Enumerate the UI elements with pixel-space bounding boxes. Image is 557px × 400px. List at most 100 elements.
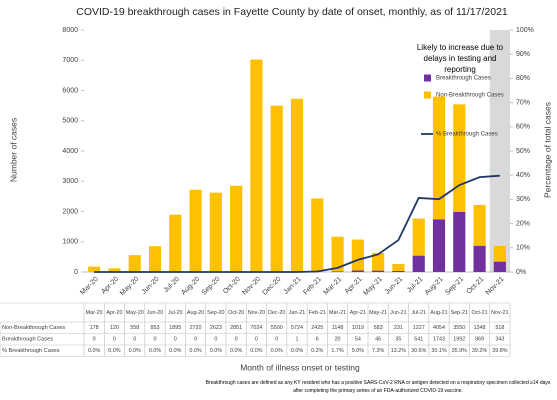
table-header: Jul-20	[168, 310, 183, 316]
table-header: Apr-21	[350, 310, 366, 316]
table-cell: 1992	[453, 337, 465, 343]
table-cell: 178	[90, 325, 99, 331]
table-cell: 0.0%	[230, 348, 242, 354]
table-cell: 5.0%	[352, 348, 364, 354]
y2-tick-label: 100%	[516, 27, 534, 34]
annotation: Likely to increase due to delays in test…	[416, 43, 504, 74]
y2-axis-title: Percentage of total cases	[542, 102, 552, 198]
table-cell: 0.0%	[189, 348, 201, 354]
x-tick-label: Oct-21	[465, 276, 485, 296]
x-tick-label: May-21	[362, 276, 384, 298]
table-header: Feb-21	[309, 310, 326, 316]
table-header: Aug-20	[187, 310, 204, 316]
table-cell: 869	[475, 337, 484, 343]
bar-segment	[453, 104, 466, 212]
table-cell: 30.6%	[411, 348, 426, 354]
x-tick-label: Dec-20	[262, 276, 283, 297]
y2-tick-label: 50%	[516, 148, 530, 155]
table-header: Jun-21	[390, 310, 406, 316]
legend-label: Breakthrough Cases	[436, 76, 491, 82]
table-cell: 0.2%	[311, 348, 323, 354]
table-cell: 1019	[352, 325, 364, 331]
line	[94, 174, 500, 273]
table-cell: 0	[255, 337, 258, 343]
table-cell: 853	[151, 325, 160, 331]
bar-segment	[169, 214, 182, 272]
x-tick-label: Sep-21	[444, 276, 465, 297]
x-tick-label: Mar-20	[79, 276, 100, 297]
table-cell: 1.7%	[331, 348, 343, 354]
table-header: Jan-21	[289, 310, 305, 316]
x-tick-label: Mar-21	[323, 276, 344, 297]
table-cell: 2720	[190, 325, 202, 331]
table-cell: 39.2%	[472, 348, 487, 354]
table-header: May-21	[369, 310, 387, 316]
table-header: Sep-21	[451, 310, 468, 316]
bar-segment	[392, 263, 405, 271]
y2-tick-label: 40%	[516, 172, 530, 179]
table-cell: 5500	[271, 325, 283, 331]
table-cell: 3550	[453, 325, 465, 331]
y2-tick-label: 20%	[516, 220, 530, 227]
x-tick-label: Jun-21	[384, 276, 404, 296]
table-cell: 0.0%	[271, 348, 283, 354]
y2-tick-label: 90%	[516, 51, 530, 58]
y-tick-label: 1000	[62, 239, 78, 246]
bar-segment	[331, 236, 344, 272]
table-cell: 1348	[474, 325, 486, 331]
bar-segment	[351, 239, 364, 271]
table-cell: 0.0%	[169, 348, 181, 354]
table-cell: 0.0%	[108, 348, 120, 354]
table-header: Oct-21	[471, 310, 487, 316]
y2-tick-label: 60%	[516, 124, 530, 131]
table-header: Jul-21	[411, 310, 426, 316]
bar-segment	[493, 245, 506, 262]
x-tick-label: Sep-20	[201, 276, 222, 297]
bar-segment	[88, 266, 101, 272]
legend-label: Non-Breakthrough Cases	[436, 93, 504, 99]
table-row-label: Non-Breakthrough Cases	[2, 325, 65, 331]
table-cell: 0.0%	[149, 348, 161, 354]
table-cell: 0	[133, 337, 136, 343]
bar-segment	[331, 271, 344, 272]
table-cell: 541	[414, 337, 423, 343]
x-tick-label: Jun-20	[141, 276, 161, 296]
y-tick-label: 7000	[62, 57, 78, 64]
table-header: Apr-20	[106, 310, 122, 316]
incomplete-period-shade	[489, 30, 510, 272]
bar-segment	[473, 204, 486, 246]
table-cell: 1743	[433, 337, 445, 343]
table-header: Jun-20	[147, 310, 163, 316]
x-tick-label: May-20	[119, 276, 141, 298]
table-cell: 4054	[433, 325, 445, 331]
table-cell: 46	[375, 337, 381, 343]
footnote: Breakthrough cases are defined as any KY…	[205, 380, 551, 394]
table-cell: 20	[335, 337, 341, 343]
bar-segment	[372, 252, 385, 271]
bar-segment	[493, 261, 506, 272]
bar-segment	[250, 59, 263, 272]
table-cell: 0	[194, 337, 197, 343]
table-cell: 7.3%	[372, 348, 384, 354]
table-cell: 0.0%	[291, 348, 303, 354]
bar-segment	[230, 185, 243, 272]
y-tick-label: 0	[74, 269, 78, 276]
y-tick-label: 8000	[62, 27, 78, 34]
x-tick-label: Apr-21	[344, 276, 364, 296]
table-cell: 6	[316, 337, 319, 343]
table-cell: 30.1%	[431, 348, 446, 354]
x-axis-title: Month of illness onset or testing	[240, 362, 360, 372]
bar-segment	[351, 270, 364, 272]
bar-segment	[392, 270, 405, 272]
y-tick-label: 3000	[62, 178, 78, 185]
y2-tick-label: 10%	[516, 245, 530, 252]
table-cell: 54	[355, 337, 361, 343]
bar-segment	[473, 245, 486, 272]
table-cell: 1148	[332, 325, 344, 331]
table-cell: 231	[394, 325, 403, 331]
x-tick-label: Oct-20	[222, 276, 242, 296]
y-axis-title: Number of cases	[8, 118, 18, 182]
table-cell: 0	[154, 337, 157, 343]
bar-segment	[209, 192, 222, 272]
